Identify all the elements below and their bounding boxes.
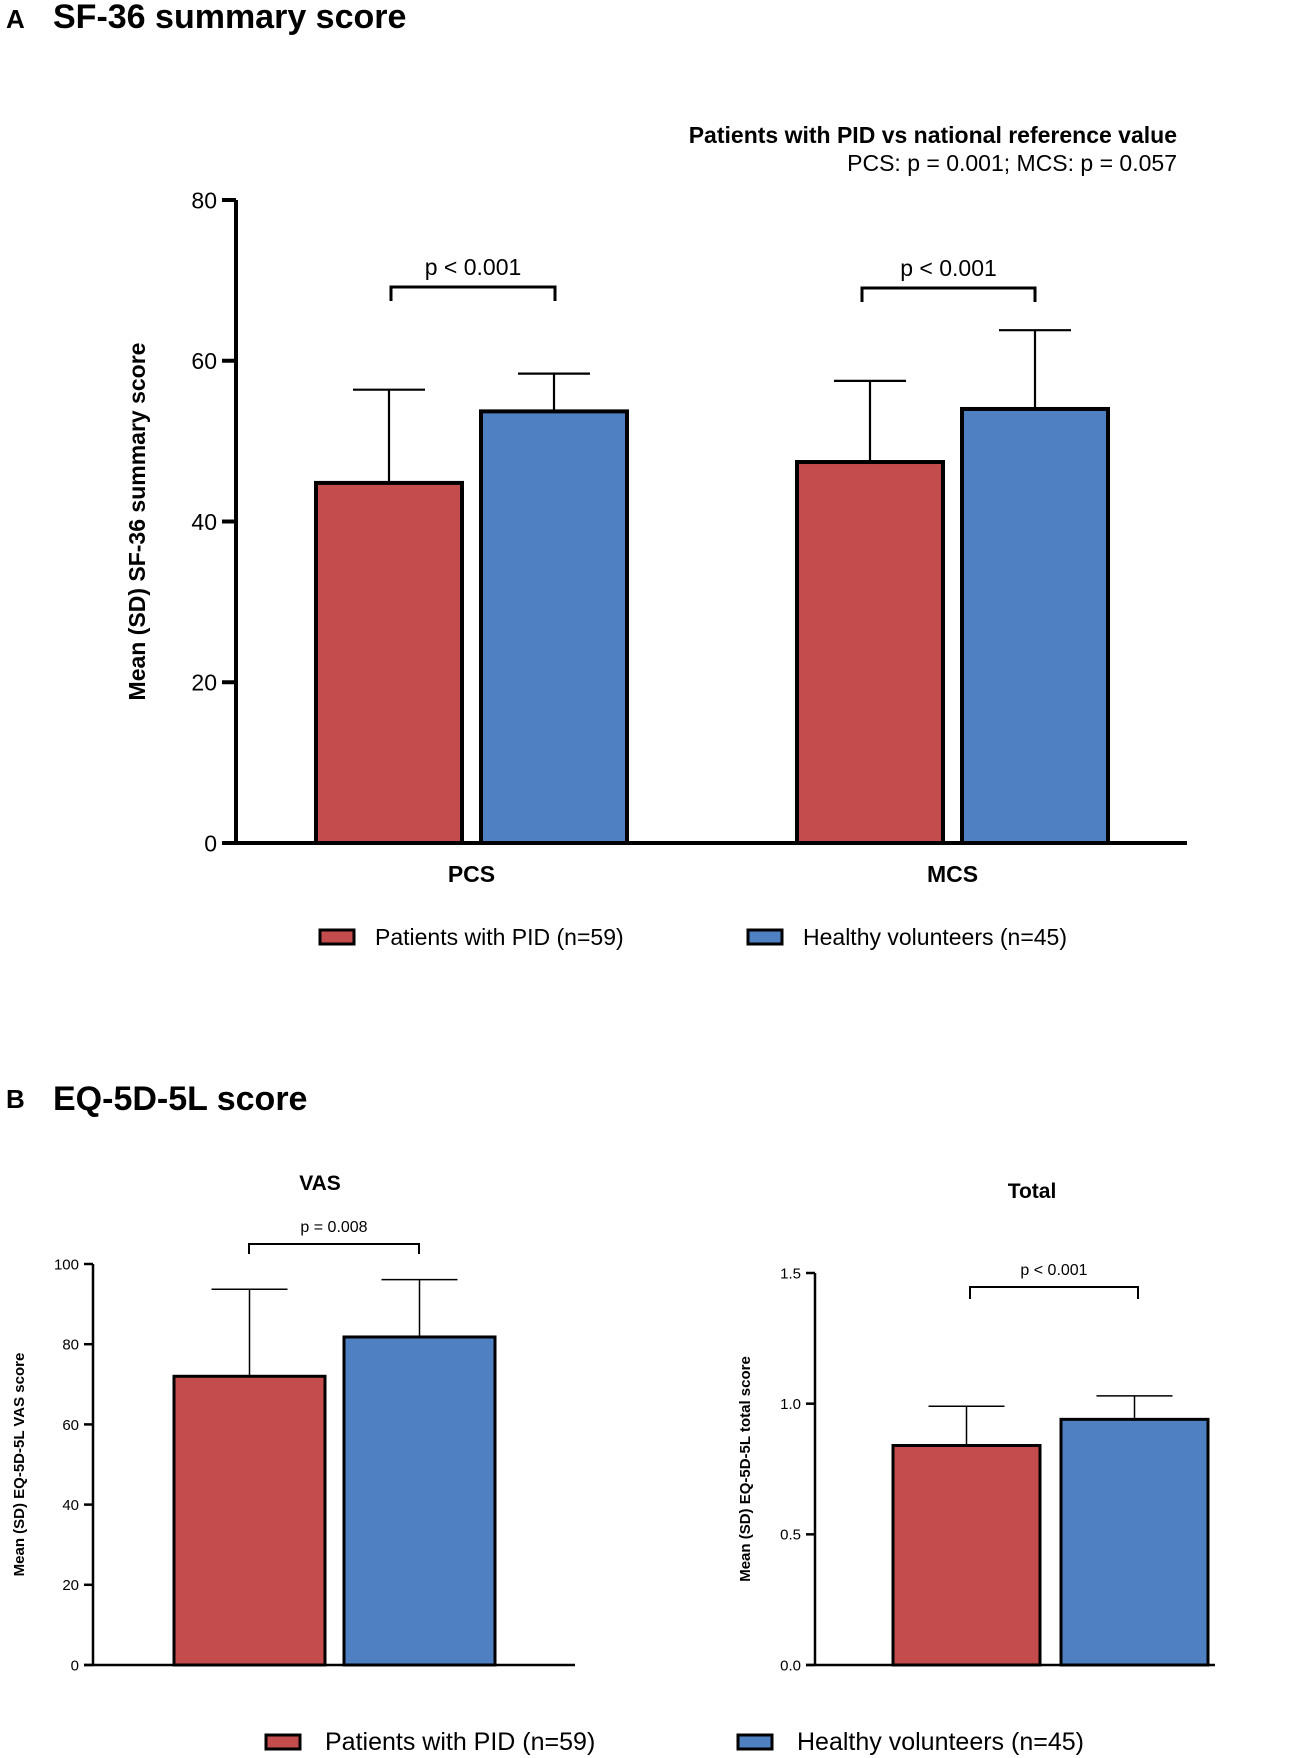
- vas-y-tick-label: 60: [62, 1417, 79, 1434]
- total-y-tick-label: 1.0: [780, 1396, 801, 1413]
- vas-bar-vas-pid: [172, 1374, 327, 1667]
- sf36-chart: Mean (SD) SF-36 summary score 0 20 40 60 80 P…: [124, 187, 1187, 887]
- sf36-bar-mcs-healthy: [960, 406, 1110, 845]
- legend-top: Patients with PID (n=59) Healthy volunte…: [318, 924, 1067, 950]
- sf36-bar-pcs-healthy: [479, 409, 629, 845]
- panel-b-title: EQ-5D-5L score: [53, 1080, 307, 1118]
- total-y-tick-label: 0.5: [780, 1527, 801, 1544]
- total-chart: Total Mean (SD) EQ-5D-5L total score 0.0…: [737, 1180, 1215, 1674]
- legend-top-healthy-label: Healthy volunteers (n=45): [803, 924, 1067, 950]
- sf36-y-tick-label: 80: [191, 187, 217, 213]
- sf36-significance-bracket: [389, 285, 557, 301]
- sf36-y-tick-label: 20: [191, 670, 217, 696]
- sf36-y-tick-label: 60: [191, 348, 217, 374]
- vas-bar-vas-healthy: [342, 1335, 497, 1667]
- vas-chart-title: VAS: [299, 1172, 341, 1195]
- total-bar-total-pid: [891, 1443, 1042, 1667]
- vas-y-tick-label: 0: [71, 1657, 79, 1674]
- legend-bottom-pid-swatch: [264, 1733, 302, 1751]
- legend-top-pid-swatch: [318, 928, 356, 946]
- total-p-value-label: p < 0.001: [1020, 1262, 1087, 1279]
- legend-bottom-pid-label: Patients with PID (n=59): [325, 1728, 595, 1756]
- vas-y-tick-label: 40: [62, 1497, 79, 1514]
- legend-top-healthy-swatch: [746, 928, 784, 946]
- sf36-bar-mcs-pid: [795, 460, 945, 845]
- legend-bottom-healthy-swatch: [736, 1733, 774, 1751]
- legend-top-pid-label: Patients with PID (n=59): [375, 924, 624, 950]
- total-y-axis-label: Mean (SD) EQ-5D-5L total score: [737, 1356, 754, 1582]
- vas-y-tick-label: 100: [54, 1256, 79, 1273]
- sf36-p-value-label: p < 0.001: [900, 255, 997, 281]
- sf36-y-axis-label: Mean (SD) SF-36 summary score: [124, 343, 150, 701]
- legend-bottom-healthy-label: Healthy volunteers (n=45): [797, 1728, 1084, 1756]
- vas-p-value-label: p = 0.008: [300, 1219, 367, 1236]
- vas-significance-bracket: [248, 1243, 420, 1254]
- panel-a-title: SF-36 summary score: [53, 0, 406, 36]
- sf36-bar-pcs-pid: [314, 480, 464, 845]
- reference-annotation-text: PCS: p = 0.001; MCS: p = 0.057: [847, 150, 1177, 176]
- total-y-tick-label: 0.0: [780, 1657, 801, 1674]
- total-significance-bracket: [969, 1286, 1139, 1299]
- total-y-tick-label: 1.5: [780, 1265, 801, 1282]
- sf36-p-value-label: p < 0.001: [425, 254, 522, 280]
- vas-y-tick-label: 20: [62, 1577, 79, 1594]
- sf36-y-tick-label: 40: [191, 509, 217, 535]
- total-chart-title: Total: [1008, 1180, 1057, 1203]
- sf36-y-tick-label: 0: [204, 830, 217, 856]
- sf36-category-label: PCS: [448, 861, 495, 887]
- legend-bottom: Patients with PID (n=59) Healthy volunte…: [264, 1728, 1084, 1756]
- total-bar-total-healthy: [1059, 1417, 1210, 1667]
- sf36-significance-bracket: [860, 286, 1037, 302]
- vas-chart: VAS Mean (SD) EQ-5D-5L VAS score 0 20 40 60…: [11, 1172, 575, 1674]
- reference-annotation-title: Patients with PID vs national reference …: [689, 122, 1177, 148]
- sf36-category-label: MCS: [927, 861, 978, 887]
- vas-y-tick-label: 80: [62, 1337, 79, 1354]
- vas-y-axis-label: Mean (SD) EQ-5D-5L VAS score: [11, 1353, 28, 1577]
- panel-a-letter: A: [6, 4, 25, 34]
- panel-b-letter: B: [6, 1084, 25, 1114]
